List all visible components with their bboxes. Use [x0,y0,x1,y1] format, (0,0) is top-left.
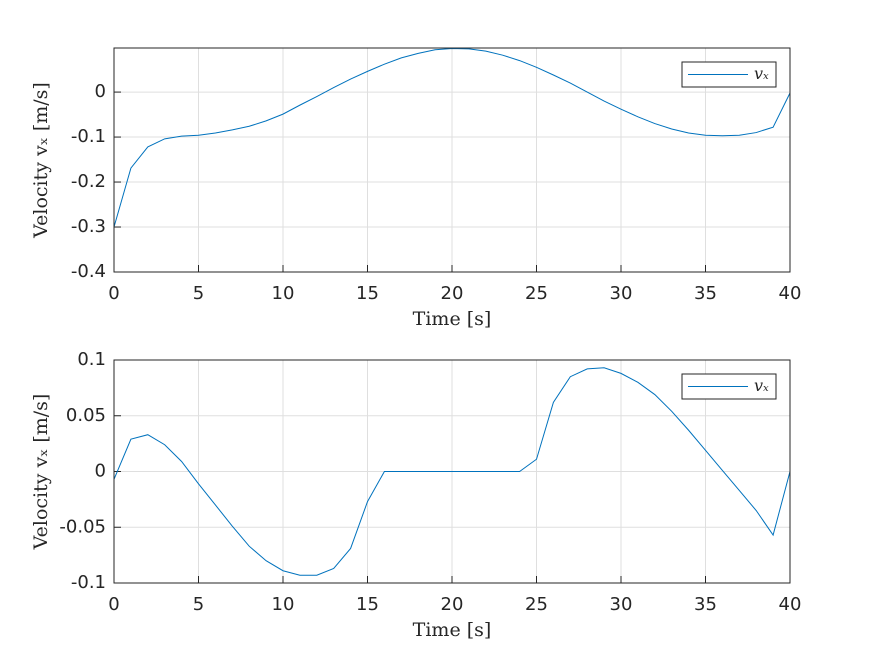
x-tick-label: 0 [108,283,119,304]
x-tick-label: 5 [193,283,204,304]
data-line [113,367,791,576]
x-tick-label: 30 [610,283,633,304]
x-tick-label: 10 [272,594,295,615]
y-tick-label: 0.1 [77,349,106,370]
x-tick-label: 15 [356,283,379,304]
y-axis-label: Velocity vₓ [m/s] [30,394,52,551]
x-tick-label: 25 [525,594,548,615]
axes-box [113,47,791,273]
legend-label: vₓ [754,64,769,83]
y-tick-label: 0.05 [66,405,106,426]
x-tick-label: 0 [108,594,119,615]
y-tick-label: 0 [95,81,106,102]
x-tick-label: 35 [694,594,717,615]
y-tick-label: 0 [95,461,106,482]
x-tick-label: 15 [356,594,379,615]
x-tick-label: 40 [779,594,802,615]
x-tick-label: 5 [193,594,204,615]
x-tick-label: 30 [610,594,633,615]
x-tick-label: 20 [441,594,464,615]
y-tick-label: -0.2 [71,171,106,192]
y-axis-label: Velocity vₓ [m/s] [30,82,52,239]
axes-box [113,359,791,584]
y-tick-label: -0.1 [71,572,106,593]
y-tick-label: -0.1 [71,126,106,147]
x-tick-label: 35 [694,283,717,304]
x-tick-label: 10 [272,283,295,304]
x-axis-label: Time [s] [413,619,492,641]
y-tick-label: -0.4 [71,261,106,282]
y-tick-label: -0.05 [59,516,106,537]
x-tick-label: 25 [525,283,548,304]
x-tick-label: 40 [779,283,802,304]
legend-label: vₓ [754,376,769,395]
x-axis-label: Time [s] [413,308,492,330]
x-tick-label: 20 [441,283,464,304]
y-tick-label: -0.3 [71,216,106,237]
